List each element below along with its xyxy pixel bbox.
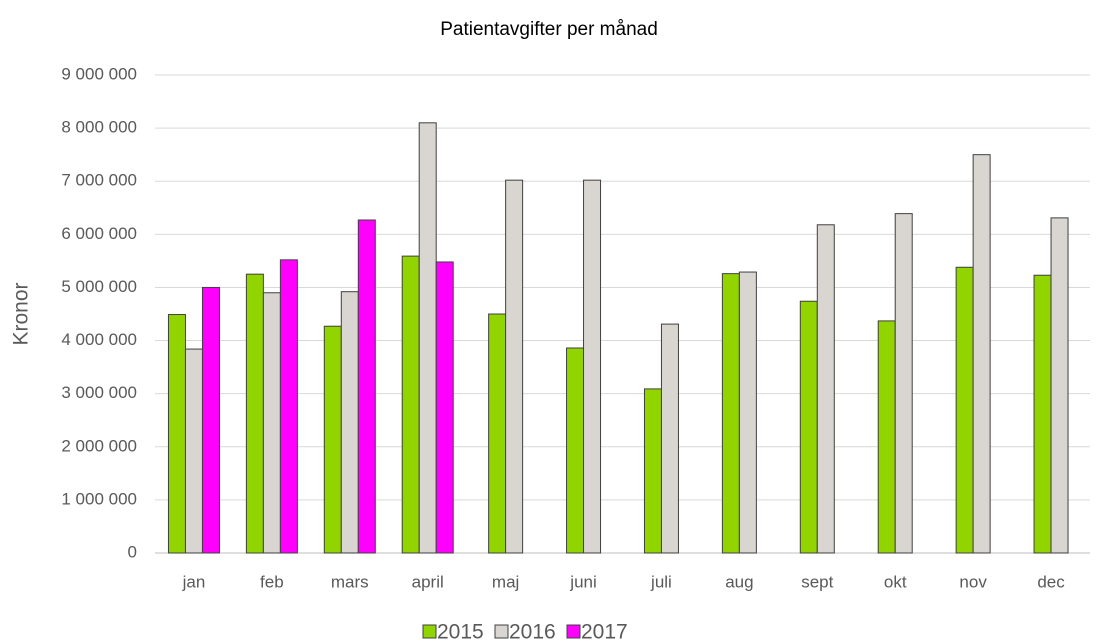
- x-tick-label: nov: [959, 572, 987, 591]
- legend-swatch: [422, 624, 437, 639]
- x-tick-label: april: [412, 572, 444, 591]
- bar: [279, 259, 298, 554]
- bar: [660, 323, 679, 554]
- bar: [167, 314, 186, 554]
- x-tick-label: feb: [260, 572, 284, 591]
- y-tick-label: 5 000 000: [61, 277, 137, 296]
- y-tick-label: 0: [128, 542, 137, 561]
- x-tick-label: aug: [725, 572, 753, 591]
- bar: [401, 255, 420, 554]
- y-tick-label: 3 000 000: [61, 383, 137, 402]
- chart-title: Patientavgifter per månad: [440, 19, 658, 40]
- y-tick-label: 9 000 000: [61, 64, 137, 83]
- x-tick-label: dec: [1037, 572, 1065, 591]
- bar: [816, 224, 835, 554]
- bar: [340, 291, 359, 554]
- bar: [799, 300, 818, 554]
- bar: [877, 320, 896, 554]
- x-tick-label: jan: [182, 572, 206, 591]
- x-tick-label: sept: [801, 572, 833, 591]
- bar: [643, 388, 662, 554]
- bar: [262, 292, 281, 554]
- y-tick-label: 2 000 000: [61, 436, 137, 455]
- y-axis-label: Kronor: [10, 282, 33, 345]
- y-tick-label: 4 000 000: [61, 330, 137, 349]
- x-tick-label: maj: [492, 572, 519, 591]
- bar: [435, 261, 454, 554]
- x-tick-label: juli: [650, 572, 672, 591]
- bar: [955, 266, 974, 554]
- bar: [1033, 274, 1052, 554]
- legend-label: 2016: [509, 621, 556, 644]
- legend-label: 2017: [581, 621, 628, 644]
- bar: [1050, 217, 1069, 554]
- x-tick-label: juni: [569, 572, 596, 591]
- y-tick-label: 7 000 000: [61, 171, 137, 190]
- bar: [323, 325, 342, 554]
- bar: [721, 273, 740, 554]
- legend-label: 2015: [437, 621, 484, 644]
- x-tick-label: mars: [331, 572, 369, 591]
- bar: [972, 154, 991, 554]
- bar: [894, 213, 913, 554]
- bar: [583, 179, 602, 554]
- x-tick-label: okt: [884, 572, 907, 591]
- y-tick-label: 8 000 000: [61, 118, 137, 137]
- y-tick-label: 1 000 000: [61, 489, 137, 508]
- legend-swatch: [566, 624, 581, 639]
- bar: [245, 273, 264, 554]
- bar: [201, 286, 220, 554]
- y-tick-label: 6 000 000: [61, 224, 137, 243]
- bar: [488, 313, 507, 554]
- bar: [505, 179, 524, 554]
- bar: [184, 348, 203, 554]
- bar: [738, 271, 757, 554]
- bar: [418, 122, 437, 554]
- bar: [357, 219, 376, 554]
- legend-swatch: [494, 624, 509, 639]
- bar: [566, 347, 585, 554]
